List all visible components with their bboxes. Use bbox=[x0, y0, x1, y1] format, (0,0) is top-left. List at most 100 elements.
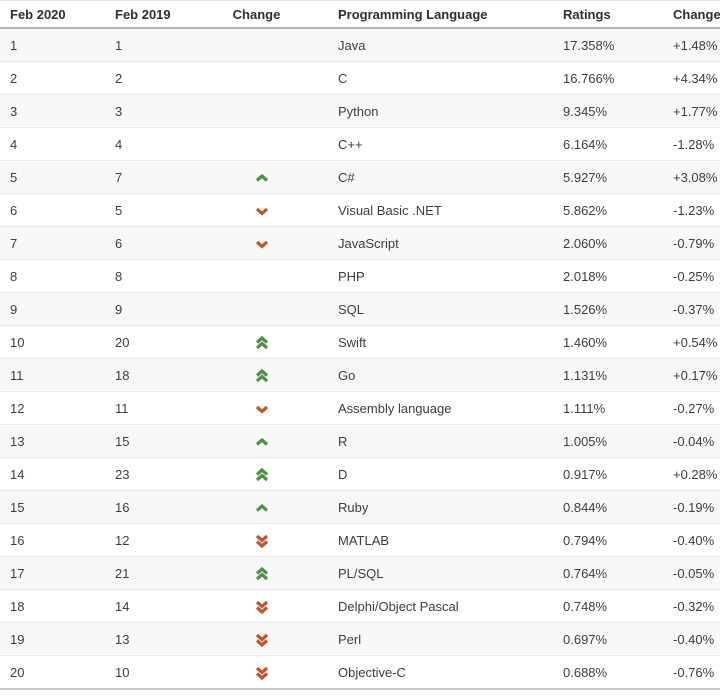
table-row: 18 14 Delphi/Object Pascal 0.748% -0.32% bbox=[0, 589, 720, 623]
language-cell: JavaScript bbox=[328, 226, 553, 260]
language-cell: Perl bbox=[328, 622, 553, 656]
rank-up-double-icon bbox=[255, 467, 269, 482]
change-pct-cell: -1.23% bbox=[663, 193, 720, 227]
language-cell: Python bbox=[328, 94, 553, 128]
rank-down-double-icon bbox=[255, 600, 269, 614]
table-row: 1 1 Java 17.358% +1.48% bbox=[0, 28, 720, 62]
rank-2020-cell: 2 bbox=[0, 61, 105, 95]
rank-2020-cell: 13 bbox=[0, 424, 105, 458]
table-row: 19 13 Perl 0.697% -0.40% bbox=[0, 622, 720, 656]
rank-2020-cell: 19 bbox=[0, 622, 105, 656]
ratings-cell: 16.766% bbox=[553, 61, 663, 95]
rank-down-double-icon bbox=[255, 666, 269, 680]
change-icon-cell bbox=[185, 61, 328, 95]
rank-up-icon bbox=[255, 437, 269, 447]
rank-2019-cell: 5 bbox=[105, 193, 185, 227]
table-row: 15 16 Ruby 0.844% -0.19% bbox=[0, 490, 720, 524]
change-pct-cell: -0.40% bbox=[663, 523, 720, 557]
language-cell: PL/SQL bbox=[328, 556, 553, 590]
change-icon-cell bbox=[185, 94, 328, 128]
ratings-cell: 17.358% bbox=[553, 28, 663, 62]
table-row: 14 23 D 0.917% +0.28% bbox=[0, 457, 720, 491]
table-row: 9 9 SQL 1.526% -0.37% bbox=[0, 292, 720, 326]
language-cell: MATLAB bbox=[328, 523, 553, 557]
change-icon-cell bbox=[185, 589, 328, 623]
change-pct-cell: -0.79% bbox=[663, 226, 720, 260]
ratings-cell: 0.764% bbox=[553, 556, 663, 590]
language-cell: C++ bbox=[328, 127, 553, 161]
change-pct-cell: -0.32% bbox=[663, 589, 720, 623]
table-row: 7 6 JavaScript 2.060% -0.79% bbox=[0, 226, 720, 260]
ratings-cell: 0.688% bbox=[553, 655, 663, 690]
rank-2020-cell: 9 bbox=[0, 292, 105, 326]
ratings-cell: 1.526% bbox=[553, 292, 663, 326]
change-pct-cell: -0.27% bbox=[663, 391, 720, 425]
change-icon-cell bbox=[185, 28, 328, 62]
rank-2019-cell: 11 bbox=[105, 391, 185, 425]
column-header-ratings: Ratings bbox=[553, 0, 663, 29]
change-icon-cell bbox=[185, 523, 328, 557]
change-pct-cell: +0.54% bbox=[663, 325, 720, 359]
rank-down-double-icon bbox=[255, 633, 269, 647]
rank-2019-cell: 4 bbox=[105, 127, 185, 161]
language-cell: SQL bbox=[328, 292, 553, 326]
rank-2019-cell: 14 bbox=[105, 589, 185, 623]
language-cell: C bbox=[328, 61, 553, 95]
rank-2019-cell: 13 bbox=[105, 622, 185, 656]
language-cell: Assembly language bbox=[328, 391, 553, 425]
ratings-cell: 0.748% bbox=[553, 589, 663, 623]
language-cell: Ruby bbox=[328, 490, 553, 524]
column-header-feb-2020: Feb 2020 bbox=[0, 0, 105, 29]
language-cell: D bbox=[328, 457, 553, 491]
table-row: 8 8 PHP 2.018% -0.25% bbox=[0, 259, 720, 293]
ratings-cell: 2.018% bbox=[553, 259, 663, 293]
ratings-cell: 0.697% bbox=[553, 622, 663, 656]
table-row: 16 12 MATLAB 0.794% -0.40% bbox=[0, 523, 720, 557]
rank-2020-cell: 18 bbox=[0, 589, 105, 623]
ratings-cell: 0.794% bbox=[553, 523, 663, 557]
ratings-cell: 1.111% bbox=[553, 391, 663, 425]
table-row: 2 2 C 16.766% +4.34% bbox=[0, 61, 720, 95]
change-icon-cell bbox=[185, 457, 328, 491]
change-icon-cell bbox=[185, 292, 328, 326]
change-pct-cell: +1.48% bbox=[663, 28, 720, 62]
language-cell: R bbox=[328, 424, 553, 458]
ratings-cell: 1.005% bbox=[553, 424, 663, 458]
rank-2019-cell: 9 bbox=[105, 292, 185, 326]
rank-2019-cell: 8 bbox=[105, 259, 185, 293]
change-pct-cell: -0.04% bbox=[663, 424, 720, 458]
change-icon-cell bbox=[185, 259, 328, 293]
table-row: 12 11 Assembly language 1.111% -0.27% bbox=[0, 391, 720, 425]
rank-2019-cell: 23 bbox=[105, 457, 185, 491]
change-icon-cell bbox=[185, 490, 328, 524]
table-row: 5 7 C# 5.927% +3.08% bbox=[0, 160, 720, 194]
table-body: 1 1 Java 17.358% +1.48% 2 2 C 16.766% +4.34% 3 3 Pyt… bbox=[0, 28, 720, 690]
change-icon-cell bbox=[185, 556, 328, 590]
column-header-programming-language: Programming Language bbox=[328, 0, 553, 29]
change-icon-cell bbox=[185, 655, 328, 690]
ratings-cell: 0.917% bbox=[553, 457, 663, 491]
change-pct-cell: -0.37% bbox=[663, 292, 720, 326]
column-header-feb-2019: Feb 2019 bbox=[105, 0, 185, 29]
rank-2019-cell: 20 bbox=[105, 325, 185, 359]
language-cell: Delphi/Object Pascal bbox=[328, 589, 553, 623]
rank-2020-cell: 17 bbox=[0, 556, 105, 590]
column-header-change-pct: Change bbox=[663, 0, 720, 29]
change-pct-cell: -1.28% bbox=[663, 127, 720, 161]
change-pct-cell: -0.40% bbox=[663, 622, 720, 656]
change-pct-cell: -0.05% bbox=[663, 556, 720, 590]
change-pct-cell: +0.28% bbox=[663, 457, 720, 491]
rank-up-double-icon bbox=[255, 566, 269, 581]
change-icon-cell bbox=[185, 622, 328, 656]
rank-up-icon bbox=[255, 173, 269, 183]
change-pct-cell: +0.17% bbox=[663, 358, 720, 392]
rank-2020-cell: 6 bbox=[0, 193, 105, 227]
rank-2019-cell: 6 bbox=[105, 226, 185, 260]
rank-2020-cell: 4 bbox=[0, 127, 105, 161]
change-icon-cell bbox=[185, 391, 328, 425]
rank-up-icon bbox=[255, 503, 269, 513]
change-pct-cell: -0.76% bbox=[663, 655, 720, 690]
rank-2020-cell: 15 bbox=[0, 490, 105, 524]
